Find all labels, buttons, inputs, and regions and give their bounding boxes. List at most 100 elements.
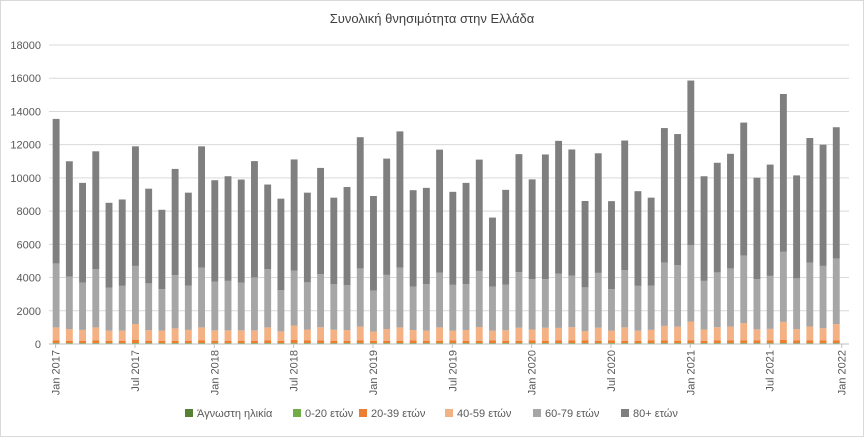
bar-segment <box>542 279 549 328</box>
bar-segment <box>119 341 126 343</box>
bar-segment <box>767 341 774 343</box>
bar-segment <box>291 159 298 270</box>
y-axis: 0200040006000800010000120001400016000180… <box>10 40 41 351</box>
bar-stack <box>476 160 483 344</box>
bar-segment <box>661 128 668 263</box>
bar-segment <box>357 341 364 343</box>
bar-segment <box>251 341 258 343</box>
bar-segment <box>264 269 271 327</box>
bar-stack <box>304 193 311 344</box>
bar-segment <box>198 268 205 328</box>
bar-segment <box>555 341 562 343</box>
bar-segment <box>515 341 522 343</box>
x-tick-label: Jul 2017 <box>130 350 142 392</box>
legend-item: 60-79 ετών <box>533 408 600 420</box>
y-tick-label: 2000 <box>17 306 41 318</box>
bar-stack <box>291 159 298 344</box>
y-tick-label: 0 <box>35 339 41 351</box>
bar-segment <box>423 331 430 341</box>
bar-segment <box>53 263 60 327</box>
bar-segment <box>106 341 113 343</box>
bar-stack <box>238 180 245 344</box>
x-tick-label: Jan 2019 <box>368 350 380 395</box>
bar-segment <box>568 327 575 340</box>
y-tick-label: 4000 <box>17 273 41 285</box>
bar-segment <box>780 94 787 252</box>
bar-stack <box>92 151 99 344</box>
bar-segment <box>53 327 60 340</box>
bar-segment <box>661 341 668 343</box>
bar-segment <box>701 281 708 330</box>
bar-segment <box>714 327 721 340</box>
bar-segment <box>449 285 456 331</box>
bar-stack <box>185 193 192 344</box>
bar-stack <box>132 146 139 344</box>
bar-segment <box>463 183 470 284</box>
bar-segment <box>436 327 443 340</box>
bar-segment <box>687 322 694 341</box>
bar-segment <box>634 286 641 331</box>
bar-segment <box>370 332 377 341</box>
bar-segment <box>410 190 417 286</box>
bar-stack <box>502 190 509 344</box>
bar-segment <box>780 340 787 343</box>
bar-segment <box>582 201 589 287</box>
bar-stack <box>383 159 390 344</box>
bar-segment <box>502 341 509 343</box>
bar-segment <box>66 277 73 329</box>
bar-stack <box>463 183 470 344</box>
bar-segment <box>238 283 245 331</box>
bar-segment <box>542 328 549 341</box>
bar-segment <box>396 131 403 267</box>
bar-segment <box>502 190 509 285</box>
bar-segment <box>251 330 258 340</box>
bar-segment <box>608 341 615 343</box>
bar-segment <box>106 203 113 288</box>
bar-stack <box>793 175 800 344</box>
bar-stack <box>582 201 589 344</box>
bar-segment <box>489 331 496 341</box>
bar-segment <box>674 265 681 326</box>
bar-segment <box>568 276 575 327</box>
bar-segment <box>555 141 562 274</box>
bar-segment <box>119 286 126 331</box>
bar-segment <box>754 178 761 279</box>
bar-segment <box>701 176 708 281</box>
bar-stack <box>555 141 562 344</box>
bar-segment <box>317 274 324 327</box>
bar-stack <box>661 128 668 344</box>
bar-segment <box>714 163 721 273</box>
bar-stack <box>833 127 840 344</box>
legend-item: 40-59 ετών <box>445 408 512 420</box>
bar-stack <box>806 138 813 344</box>
bar-segment <box>106 331 113 341</box>
bar-segment <box>634 191 641 286</box>
bar-segment <box>79 330 86 341</box>
legend-swatch <box>359 409 367 417</box>
bar-segment <box>542 341 549 343</box>
bar-segment <box>476 327 483 341</box>
bar-stack <box>145 189 152 344</box>
bar-stack <box>423 188 430 344</box>
bar-segment <box>158 289 165 331</box>
bar-segment <box>225 341 232 343</box>
bar-segment <box>780 252 787 322</box>
bar-segment <box>463 330 470 341</box>
bar-segment <box>489 341 496 343</box>
bar-segment <box>172 169 179 275</box>
bar-segment <box>582 331 589 340</box>
bar-segment <box>344 330 351 341</box>
bar-segment <box>66 329 73 341</box>
bar-segment <box>463 284 470 330</box>
bar-segment <box>264 185 271 270</box>
bar-segment <box>806 138 813 263</box>
bars <box>53 81 840 344</box>
bar-stack <box>225 176 232 344</box>
bar-segment <box>833 258 840 324</box>
bar-stack <box>515 154 522 344</box>
bar-segment <box>172 275 179 328</box>
bar-segment <box>291 271 298 326</box>
